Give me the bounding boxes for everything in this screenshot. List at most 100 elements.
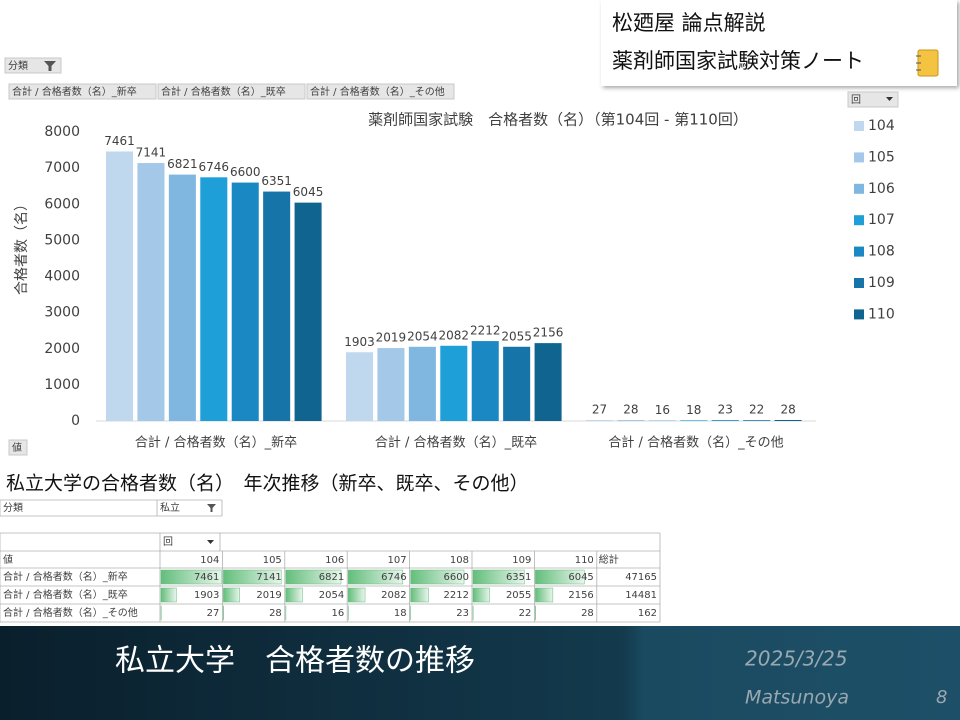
legend-label: 106 [868,181,895,197]
legend-button-label: 回 [851,94,861,106]
notebook-icon [916,49,939,77]
filter-icon [207,504,216,512]
value-label: 2156 [533,326,564,340]
values-button [8,439,28,456]
bar [106,151,134,421]
filter-label: 分類 [3,502,23,514]
table-value: 2055 [506,590,531,601]
value-label: 7141 [136,146,167,160]
value-label: 2054 [407,329,438,343]
x-tick-label: 合計 / 合格者数（名）_新卒 [135,435,297,451]
legend-swatch [854,215,864,226]
y-tick-label: 6000 [44,196,80,212]
table-value: 28 [269,608,282,619]
y-tick-label: 8000 [44,124,80,140]
row-header: 合計 / 合格者数（名）_その他 [3,606,138,619]
category-button-label: 合計 / 合格者数（名）_既卒 [161,85,286,98]
legend-swatch [854,309,864,320]
dropdown-icon [207,540,214,544]
table-value: 6600 [444,572,469,583]
value-label: 22 [749,403,764,417]
category-button [306,83,455,100]
y-tick-label: 7000 [44,160,80,176]
bar [711,420,739,421]
bar [534,343,562,421]
column-header: 104 [200,555,219,566]
legend-swatch [854,278,864,288]
row-header: 合計 / 合格者数（名）_既卒 [3,588,128,601]
category-button [157,83,306,100]
y-tick-label: 3000 [44,305,80,321]
y-tick-label: 4000 [44,269,80,285]
footer-date: 2025/3/25 [745,647,848,671]
category-button [8,83,157,100]
value-label: 28 [623,402,638,416]
footer-title: 私立大学 合格者数の推移 [115,644,475,679]
y-tick-label: 2000 [44,341,80,357]
data-bar [535,569,585,585]
table-value: 2156 [568,590,593,601]
filter-value: 私立 [160,501,180,514]
data-bar [160,587,177,603]
column-header: 108 [450,555,469,566]
bar [346,352,374,421]
table-value: 6746 [381,572,406,583]
data-bar [285,587,303,603]
total-header: 総計 [599,553,619,566]
bar [680,420,708,421]
table-value: 2082 [381,590,406,601]
column-header: 105 [263,555,282,566]
table-value: 6045 [568,572,593,583]
table-value: 23 [456,608,469,619]
category-button-label: 合計 / 合格者数（名）_その他 [310,85,445,98]
y-tick-label: 5000 [44,232,80,248]
header-line: 薬剤師国家試験対策ノート [612,49,864,73]
table-value: 28 [581,608,594,619]
page-number: 8 [936,687,947,708]
table-value: 2054 [319,590,344,601]
table-value: 16 [331,608,344,619]
data-bar [223,587,240,603]
table-value: 6821 [319,572,344,583]
row-total: 47165 [625,572,657,583]
value-label: 1903 [344,335,375,349]
value-label: 2212 [470,324,501,338]
data-bar [410,587,429,603]
table-value: 1903 [194,590,219,601]
value-label: 6045 [293,185,324,199]
data-bar [472,587,490,603]
value-label: 2019 [376,331,407,345]
table-value: 22 [519,608,532,619]
x-tick-label: 合計 / 合格者数（名）_その他 [608,435,783,451]
footer-author: Matsunoya [745,687,849,709]
y-axis-label: 合格者数（名） [14,197,30,295]
column-header: 107 [388,555,407,566]
values-header: 値 [3,553,13,566]
bar [774,419,802,421]
value-label: 28 [780,402,795,416]
values-button-label: 値 [12,441,22,454]
bar [231,182,259,421]
legend-label: 105 [868,149,895,165]
bar [168,174,196,421]
column-header: 110 [575,555,594,566]
value-label: 16 [655,403,670,417]
column-header: 106 [325,555,344,566]
chart-title: 薬剤師国家試験 合格者数（名）（第104回 - 第110回） [368,111,748,129]
legend-swatch [854,183,864,194]
row-header: 合計 / 合格者数（名）_新卒 [3,570,128,583]
value-label: 6821 [167,157,198,171]
value-label: 2082 [439,328,470,342]
table-value: 6351 [506,572,531,583]
footer-banner [0,626,960,720]
data-bar [347,569,404,585]
data-bar [472,569,525,585]
header-box [601,0,957,86]
column-header: 109 [512,555,531,566]
bar [137,163,165,421]
legend-label: 109 [868,275,895,291]
value-label: 2055 [501,329,532,343]
value-label: 18 [686,403,701,417]
data-bar [535,587,554,603]
table-value: 27 [207,608,220,619]
